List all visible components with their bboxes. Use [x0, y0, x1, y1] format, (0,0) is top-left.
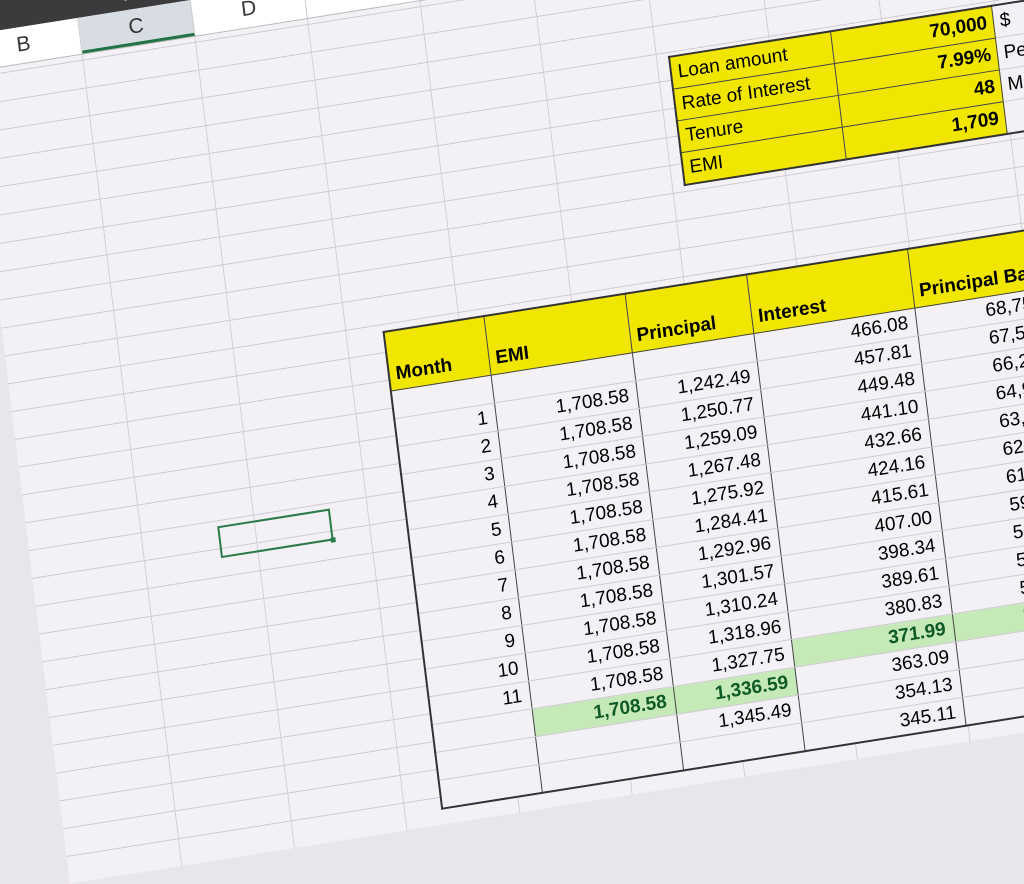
column-header-d[interactable]: D	[191, 0, 308, 36]
name-box-area[interactable]	[0, 0, 71, 13]
summary-unit[interactable]: $	[991, 0, 1024, 38]
insert-function-icon[interactable]: fx	[113, 0, 160, 3]
confirm-entry-icon[interactable]: ✔	[70, 0, 117, 10]
amortization-table: Month EMI Principal Interest Principal B…	[382, 222, 1024, 810]
active-cell-selection[interactable]	[217, 509, 333, 559]
column-header-e[interactable]: E	[303, 0, 420, 18]
